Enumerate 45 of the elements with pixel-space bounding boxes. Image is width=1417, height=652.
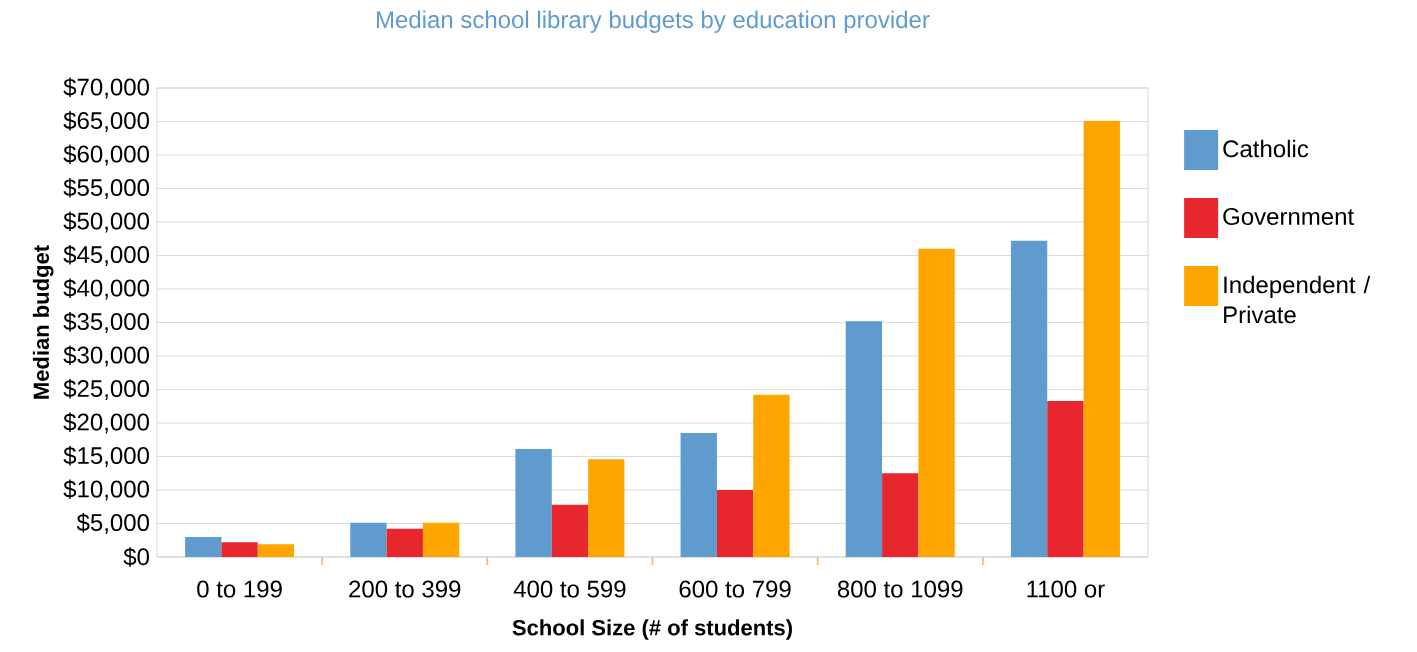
bar bbox=[845, 321, 883, 557]
y-tick-label: $60,000 bbox=[63, 144, 150, 166]
bar bbox=[753, 394, 790, 557]
y-tick-label: $35,000 bbox=[63, 312, 150, 333]
legend-label: Catholic bbox=[1223, 139, 1309, 158]
bar bbox=[918, 248, 955, 557]
bar bbox=[680, 433, 717, 557]
bar bbox=[422, 522, 460, 557]
y-tick-label: $0 bbox=[123, 547, 150, 567]
y-tick-label: $45,000 bbox=[63, 245, 150, 266]
bar bbox=[386, 528, 423, 557]
y-tick-label: $10,000 bbox=[63, 479, 150, 501]
bar bbox=[882, 473, 919, 557]
x-axis-title: School Size (# of students) bbox=[512, 619, 792, 640]
y-tick-label: $50,000 bbox=[63, 211, 150, 233]
y-tick-label: $30,000 bbox=[63, 345, 150, 367]
y-tick-label: $55,000 bbox=[63, 178, 150, 199]
bar bbox=[350, 522, 387, 557]
bar bbox=[185, 536, 222, 557]
y-axis-title: Median budget bbox=[32, 245, 54, 399]
bar bbox=[551, 504, 589, 557]
bar bbox=[515, 449, 552, 557]
y-tick-label: $5,000 bbox=[76, 513, 150, 534]
bar bbox=[588, 459, 625, 557]
chart-title: Median school library budgets by education provider bbox=[376, 10, 930, 33]
x-tick-label: 0 to 199 bbox=[197, 580, 282, 598]
x-tick-label: 200 to 399 bbox=[349, 580, 461, 598]
bar bbox=[1047, 400, 1084, 557]
bar bbox=[716, 489, 754, 557]
y-tick-label: $20,000 bbox=[63, 412, 150, 434]
legend-label: Independent / Private bbox=[1224, 275, 1371, 324]
legend-label: Government bbox=[1223, 208, 1354, 226]
bar bbox=[1083, 120, 1120, 557]
bar bbox=[257, 544, 295, 557]
bar bbox=[221, 542, 258, 557]
x-tick-label: 400 to 599 bbox=[513, 580, 626, 598]
bar bbox=[1010, 240, 1048, 557]
x-tick-label: 800 to 1099 bbox=[837, 580, 963, 598]
y-tick-label: $65,000 bbox=[63, 111, 150, 132]
y-tick-label: $40,000 bbox=[63, 278, 150, 300]
y-tick-label: $70,000 bbox=[63, 77, 150, 99]
y-tick-label: $25,000 bbox=[63, 379, 150, 400]
x-tick-label: 600 to 799 bbox=[679, 580, 791, 598]
x-tick-label: 1100 or bbox=[1027, 580, 1105, 598]
y-tick-label: $15,000 bbox=[63, 446, 150, 467]
